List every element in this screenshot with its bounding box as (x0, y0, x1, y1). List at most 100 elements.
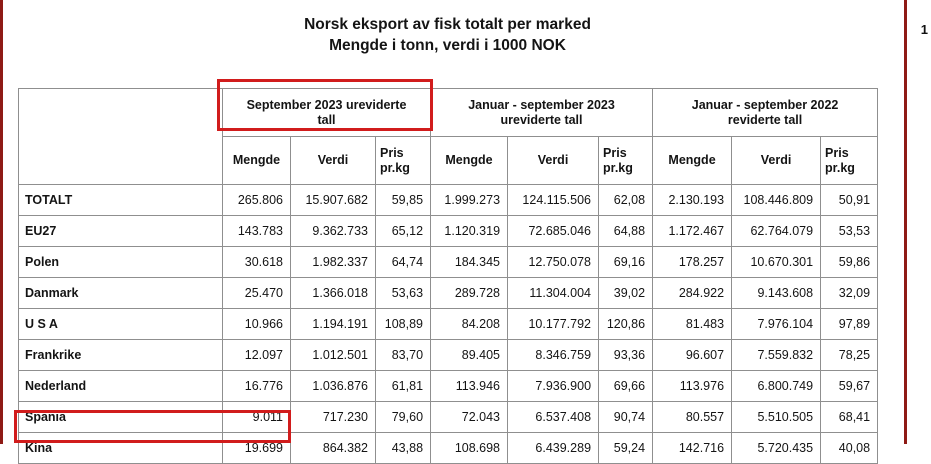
row-label-nederland: Nederland (18, 370, 223, 402)
cell-jan-sep-2023-ureviderte-verdi: 6.537.408 (507, 401, 600, 433)
cell-jan-sep-2023-ureviderte-mengde: 184.345 (430, 246, 509, 278)
table-row-kina: Kina 19.699 864.382 43,88 108.698 6.439.289 59… (18, 432, 879, 464)
cell-jan-sep-2023-ureviderte-mengde: 108.698 (430, 432, 509, 464)
sub-header-jan-sep-2022-reviderte-pris-pr-kg: Pris pr.kg (820, 136, 879, 185)
row-label-kina: Kina (18, 432, 223, 464)
cell-jan-sep-2023-ureviderte-verdi: 72.685.046 (507, 215, 600, 247)
cell-sep-2023-ureviderte-mengde: 143.783 (222, 215, 291, 247)
sub-header-row: Mengde Verdi Pris pr.kg Mengde Verdi Pris pr.… (19, 136, 879, 185)
cell-jan-sep-2022-reviderte-pris-pr-kg: 32,09 (820, 277, 879, 309)
report-title: Norsk eksport av fisk totalt per marked … (18, 14, 877, 56)
cell-jan-sep-2023-ureviderte-pris-pr-kg: 59,24 (598, 432, 654, 464)
cell-jan-sep-2023-ureviderte-mengde: 1.120.319 (430, 215, 509, 247)
cell-sep-2023-ureviderte-pris-pr-kg: 79,60 (374, 401, 432, 433)
cell-jan-sep-2023-ureviderte-mengde: 289.728 (430, 277, 509, 309)
cell-sep-2023-ureviderte-mengde: 19.699 (222, 432, 291, 464)
cell-jan-sep-2022-reviderte-pris-pr-kg: 97,89 (820, 308, 879, 340)
cell-jan-sep-2022-reviderte-pris-pr-kg: 40,08 (820, 432, 879, 464)
cell-sep-2023-ureviderte-pris-pr-kg: 83,70 (374, 339, 432, 371)
row-label-frankrike: Frankrike (18, 339, 223, 371)
cell-jan-sep-2022-reviderte-mengde: 80.557 (652, 401, 733, 433)
cell-jan-sep-2022-reviderte-verdi: 62.764.079 (731, 215, 822, 247)
cell-sep-2023-ureviderte-mengde: 30.618 (222, 246, 291, 278)
cell-sep-2023-ureviderte-verdi: 1.366.018 (290, 277, 376, 309)
cell-jan-sep-2022-reviderte-verdi: 9.143.608 (731, 277, 822, 309)
row-label-u-s-a: U S A (18, 308, 223, 340)
cell-jan-sep-2022-reviderte-pris-pr-kg: 59,67 (820, 370, 879, 402)
cell-jan-sep-2022-reviderte-mengde: 1.172.467 (652, 215, 733, 247)
cell-sep-2023-ureviderte-verdi: 1.012.501 (290, 339, 376, 371)
cell-jan-sep-2022-reviderte-verdi: 10.670.301 (731, 246, 822, 278)
row-label-danmark: Danmark (18, 277, 223, 309)
cell-jan-sep-2023-ureviderte-verdi: 11.304.004 (507, 277, 600, 309)
table-row-polen: Polen 30.618 1.982.337 64,74 184.345 12.750.0… (18, 246, 879, 278)
table-body: TOTALT 265.806 15.907.682 59,85 1.999.273 124… (18, 184, 879, 464)
cell-jan-sep-2022-reviderte-verdi: 5.510.505 (731, 401, 822, 433)
cell-jan-sep-2023-ureviderte-pris-pr-kg: 90,74 (598, 401, 654, 433)
group-header-row: September 2023 ureviderte tall Januar - … (18, 88, 879, 185)
table-row-u-s-a: U S A 10.966 1.194.191 108,89 84.208 10.177.7… (18, 308, 879, 340)
cell-jan-sep-2023-ureviderte-mengde: 72.043 (430, 401, 509, 433)
title-line-2: Mengde i tonn, verdi i 1000 NOK (329, 37, 566, 54)
cell-sep-2023-ureviderte-verdi: 1.194.191 (290, 308, 376, 340)
cell-jan-sep-2022-reviderte-mengde: 113.976 (652, 370, 733, 402)
cell-sep-2023-ureviderte-mengde: 12.097 (222, 339, 291, 371)
cell-jan-sep-2022-reviderte-mengde: 2.130.193 (652, 184, 733, 216)
cell-jan-sep-2022-reviderte-mengde: 96.607 (652, 339, 733, 371)
row-label-spania: Spania (18, 401, 223, 433)
cell-jan-sep-2023-ureviderte-verdi: 12.750.078 (507, 246, 600, 278)
sub-header-sep-2023-ureviderte-mengde: Mengde (222, 136, 291, 185)
cell-jan-sep-2023-ureviderte-pris-pr-kg: 69,66 (598, 370, 654, 402)
cell-sep-2023-ureviderte-pris-pr-kg: 59,85 (374, 184, 432, 216)
sub-header-jan-sep-2022-reviderte-verdi: Verdi (731, 136, 822, 185)
cell-jan-sep-2022-reviderte-mengde: 284.922 (652, 277, 733, 309)
corner-cell (18, 88, 223, 185)
cell-jan-sep-2023-ureviderte-pris-pr-kg: 64,88 (598, 215, 654, 247)
table-row-eu27: EU27 143.783 9.362.733 65,12 1.120.319 72.685… (18, 215, 879, 247)
row-label-polen: Polen (18, 246, 223, 278)
cell-jan-sep-2023-ureviderte-verdi: 6.439.289 (507, 432, 600, 464)
table-row-spania: Spania 9.011 717.230 79,60 72.043 6.537.408 90… (18, 401, 879, 433)
cell-sep-2023-ureviderte-verdi: 864.382 (290, 432, 376, 464)
cell-sep-2023-ureviderte-verdi: 15.907.682 (290, 184, 376, 216)
cell-sep-2023-ureviderte-pris-pr-kg: 53,63 (374, 277, 432, 309)
cell-jan-sep-2023-ureviderte-pris-pr-kg: 62,08 (598, 184, 654, 216)
table-row-totalt: TOTALT 265.806 15.907.682 59,85 1.999.273 124… (18, 184, 879, 216)
cell-sep-2023-ureviderte-mengde: 25.470 (222, 277, 291, 309)
cell-jan-sep-2022-reviderte-pris-pr-kg: 53,53 (820, 215, 879, 247)
cell-sep-2023-ureviderte-pris-pr-kg: 65,12 (374, 215, 432, 247)
cell-sep-2023-ureviderte-pris-pr-kg: 64,74 (374, 246, 432, 278)
cell-jan-sep-2023-ureviderte-pris-pr-kg: 120,86 (598, 308, 654, 340)
cell-jan-sep-2022-reviderte-verdi: 7.976.104 (731, 308, 822, 340)
cell-sep-2023-ureviderte-mengde: 10.966 (222, 308, 291, 340)
cell-jan-sep-2023-ureviderte-mengde: 1.999.273 (430, 184, 509, 216)
sub-header-sep-2023-ureviderte-verdi: Verdi (290, 136, 376, 185)
cell-jan-sep-2022-reviderte-mengde: 81.483 (652, 308, 733, 340)
cell-jan-sep-2023-ureviderte-verdi: 7.936.900 (507, 370, 600, 402)
table-row-nederland: Nederland 16.776 1.036.876 61,81 113.946 7.93… (18, 370, 879, 402)
annotation-edge-line-left (0, 0, 3, 444)
annotation-edge-line-right (904, 0, 907, 444)
row-label-eu27: EU27 (18, 215, 223, 247)
sub-header-jan-sep-2022-reviderte-mengde: Mengde (652, 136, 733, 185)
row-label-totalt: TOTALT (18, 184, 223, 216)
sub-header-jan-sep-2023-ureviderte-mengde: Mengde (430, 136, 509, 185)
cell-jan-sep-2023-ureviderte-mengde: 89.405 (430, 339, 509, 371)
cell-jan-sep-2022-reviderte-pris-pr-kg: 59,86 (820, 246, 879, 278)
table-row-frankrike: Frankrike 12.097 1.012.501 83,70 89.405 8.346… (18, 339, 879, 371)
cell-sep-2023-ureviderte-verdi: 717.230 (290, 401, 376, 433)
cell-jan-sep-2023-ureviderte-pris-pr-kg: 93,36 (598, 339, 654, 371)
cell-jan-sep-2023-ureviderte-verdi: 10.177.792 (507, 308, 600, 340)
cell-jan-sep-2023-ureviderte-verdi: 124.115.506 (507, 184, 600, 216)
cell-jan-sep-2023-ureviderte-mengde: 84.208 (430, 308, 509, 340)
cell-jan-sep-2022-reviderte-mengde: 178.257 (652, 246, 733, 278)
cell-jan-sep-2023-ureviderte-mengde: 113.946 (430, 370, 509, 402)
fish-export-table: September 2023 ureviderte tall Januar - … (18, 88, 879, 464)
page-number: 1 (920, 22, 928, 37)
sub-header-jan-sep-2023-ureviderte-pris-pr-kg: Pris pr.kg (598, 136, 654, 185)
cell-sep-2023-ureviderte-pris-pr-kg: 108,89 (374, 308, 432, 340)
cell-jan-sep-2023-ureviderte-pris-pr-kg: 39,02 (598, 277, 654, 309)
cell-jan-sep-2022-reviderte-pris-pr-kg: 68,41 (820, 401, 879, 433)
group-header-januar-september-2023: Januar - september 2023 ureviderte tall (430, 88, 654, 137)
cell-jan-sep-2022-reviderte-pris-pr-kg: 50,91 (820, 184, 879, 216)
